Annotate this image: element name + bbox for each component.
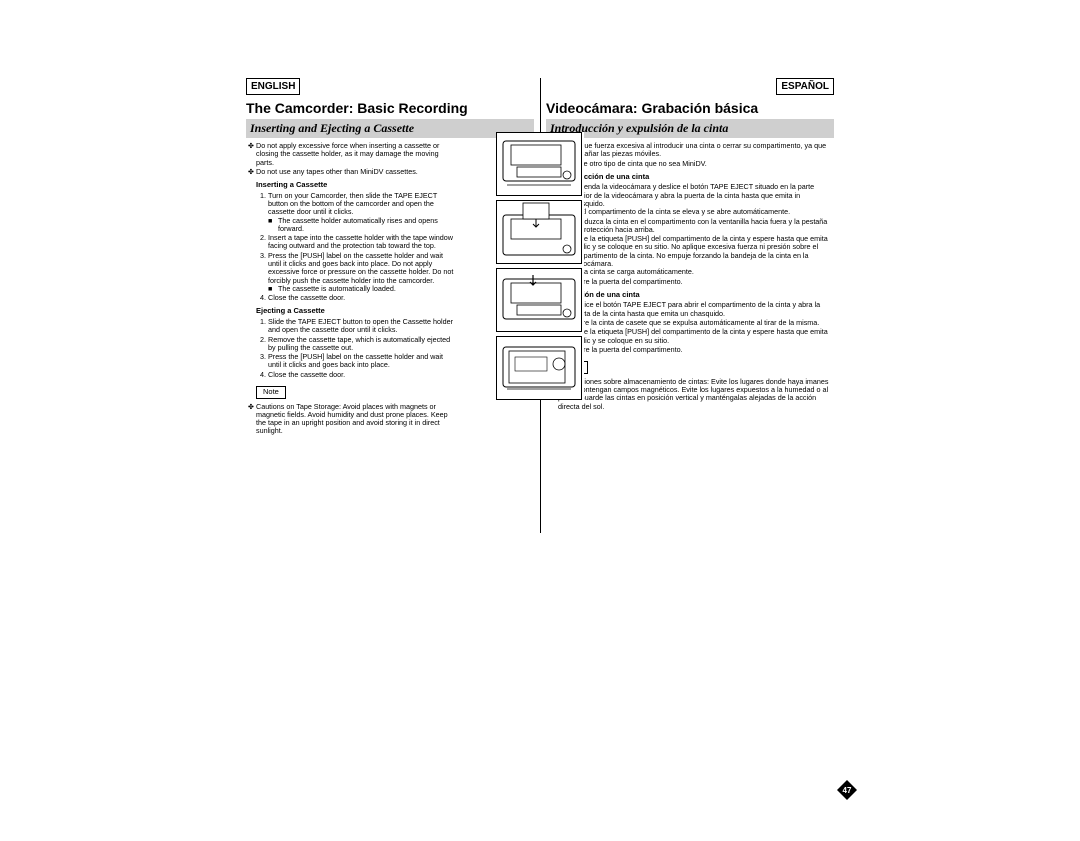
eject-steps-en: Slide the TAPE EJECT button to open the …	[256, 318, 458, 379]
insert-note-3: The cassette is automatically loaded.	[278, 285, 396, 293]
eject-step-3: Press the [PUSH] label on the cassette h…	[268, 353, 458, 370]
note-text-es: Precauciones sobre almacenamiento de cin…	[558, 378, 834, 411]
eject-step-4: Close the cassette door.	[268, 371, 458, 379]
section-title-en: Inserting and Ejecting a Cassette	[246, 119, 534, 138]
insert-note-es-3: La cinta se carga automáticamente.	[580, 268, 694, 276]
content-columns: ENGLISH The Camcorder: Basic Recording I…	[246, 78, 834, 841]
illustration-strip	[496, 132, 584, 400]
body-en: ✤Do not apply excessive force when inser…	[246, 142, 534, 436]
illustration-1	[496, 132, 582, 196]
eject-step-es-4: Cierre la puerta del compartimento.	[570, 346, 834, 354]
note-label-en: Note	[256, 386, 286, 399]
eject-step-es-2: Retire la cinta de casete que se expulsa…	[570, 319, 834, 327]
insert-steps-en: Turn on your Camcorder, then slide the T…	[256, 192, 458, 303]
intro-es-2: No utilice otro tipo de cinta que no sea…	[558, 160, 834, 168]
insert-step-es-2: Introduzca la cinta en el compartimento …	[570, 218, 834, 235]
insert-step-2: Insert a tape into the cassette holder w…	[268, 234, 458, 251]
illustration-4	[496, 336, 582, 400]
intro-en-2: Do not use any tapes other than MiniDV c…	[256, 168, 458, 176]
eject-step-2: Remove the cassette tape, which is autom…	[268, 336, 458, 353]
insert-step-1: Turn on your Camcorder, then slide the T…	[268, 191, 437, 217]
eject-step-es-1: Deslice el botón TAPE EJECT para abrir e…	[570, 301, 834, 318]
insert-step-es-4: Cierre la puerta del compartimento.	[570, 278, 834, 286]
sub-eject-en: Ejecting a Cassette	[256, 307, 458, 316]
note-text-en: Cautions on Tape Storage: Avoid places w…	[256, 403, 458, 436]
insert-note-1: The cassette holder automatically rises …	[278, 217, 458, 234]
insert-steps-es: Encienda la videocámara y deslice el bot…	[558, 183, 834, 285]
insert-step-es-1: Encienda la videocámara y deslice el bot…	[570, 182, 814, 208]
eject-step-es-3: Pulse la etiqueta [PUSH] del compartimen…	[570, 328, 834, 345]
illustration-2	[496, 200, 582, 264]
page: ENGLISH The Camcorder: Basic Recording I…	[0, 0, 1080, 841]
section-title-es: Introducción y expulsión de la cinta	[546, 119, 834, 138]
illustration-3	[496, 268, 582, 332]
eject-step-1: Slide the TAPE EJECT button to open the …	[268, 318, 458, 335]
insert-note-es-1: El compartimento de la cinta se eleva y …	[580, 208, 790, 216]
body-es: ✤No aplique fuerza excesiva al introduci…	[546, 142, 834, 411]
insert-step-3: Press the [PUSH] label on the cassette h…	[268, 251, 453, 285]
intro-en-1: Do not apply excessive force when insert…	[256, 142, 458, 167]
sub-insert-en: Inserting a Cassette	[256, 181, 458, 190]
lang-tag-english: ENGLISH	[246, 78, 300, 95]
column-spanish: ESPAÑOL Videocámara: Grabación básica In…	[540, 78, 834, 841]
chapter-title-es: Videocámara: Grabación básica	[546, 100, 834, 116]
intro-es-1: No aplique fuerza excesiva al introducir…	[558, 142, 834, 159]
insert-step-4: Close the cassette door.	[268, 294, 458, 302]
chapter-title-en: The Camcorder: Basic Recording	[246, 100, 534, 116]
eject-steps-es: Deslice el botón TAPE EJECT para abrir e…	[558, 301, 834, 354]
page-number-text: 47	[843, 786, 852, 795]
lang-tag-spanish: ESPAÑOL	[776, 78, 834, 95]
page-number-badge: 47	[836, 779, 858, 801]
sub-eject-es: Expulsión de una cinta	[558, 291, 834, 300]
insert-step-es-3: Pulse la etiqueta [PUSH] del compartimen…	[570, 234, 828, 268]
sub-insert-es: Introducción de una cinta	[558, 173, 834, 182]
